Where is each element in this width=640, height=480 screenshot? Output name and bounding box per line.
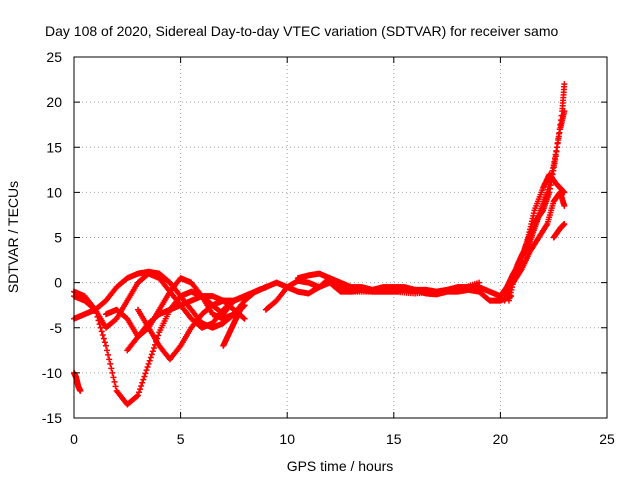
chart-title: Day 108 of 2020, Sidereal Day-to-day VTE… [45,23,558,39]
data-point [147,354,154,361]
data-point [108,365,115,372]
series-trace-o [510,189,568,286]
data-point [148,351,155,358]
x-tick-label: 5 [177,431,185,447]
data-point [561,108,568,115]
x-tick-label: 10 [279,431,295,447]
data-point [133,393,140,400]
data-points [71,81,568,408]
data-point [146,357,153,364]
data-point [145,360,152,367]
x-tick-label: 20 [493,431,509,447]
data-point [150,345,157,352]
series-trace-h [220,302,248,349]
series-trace-g [71,369,84,394]
data-point [112,383,119,390]
data-point [561,202,568,209]
data-point [134,392,141,399]
y-tick-label: 0 [54,275,62,291]
data-point [106,356,113,363]
data-point [149,348,156,355]
series-trace-p [550,220,568,241]
y-tick-label: 25 [46,49,62,65]
data-point [137,386,144,393]
y-tick-label: 15 [46,139,62,155]
data-point [105,351,112,358]
axis-ticks [73,56,608,419]
y-tick-label: 5 [54,230,62,246]
data-point [561,220,568,227]
x-tick-label: 25 [599,431,615,447]
data-point [107,360,114,367]
data-point [241,302,248,309]
data-point [138,382,145,389]
data-point [111,378,118,385]
series-trace-k [294,270,483,297]
data-point [155,332,162,339]
x-tick-label: 0 [70,431,78,447]
data-point [561,81,568,88]
data-point [100,335,107,342]
y-tick-label: -10 [42,365,62,381]
data-point [241,315,248,322]
data-point [101,339,108,346]
data-point [77,387,84,394]
x-axis-label: GPS time / hours [287,458,394,474]
data-point [140,376,147,383]
data-point [98,328,105,335]
y-tick-label: 20 [46,94,62,110]
data-point [144,364,151,371]
series-trace-f [134,284,269,363]
data-point [262,284,269,291]
data-point [240,314,247,321]
y-tick-label: 10 [46,184,62,200]
x-tick-label: 15 [386,431,402,447]
y-axis-label: SDTVAR / TECUs [5,181,21,293]
tick-labels: 0 5 10 15 20 25 -15 -10 -5 0 5 10 15 20 25 [42,49,615,447]
y-tick-label: -15 [42,410,62,426]
data-point [143,367,150,374]
y-tick-label: -5 [50,320,63,336]
data-point [102,342,109,349]
data-point [476,279,483,286]
data-point [109,369,116,376]
data-point [142,370,149,377]
data-point [141,373,148,380]
data-point [97,324,104,331]
data-point [110,374,117,381]
series-trace-n [505,108,568,304]
data-point [139,379,146,386]
data-point [104,347,111,354]
data-point [136,389,143,396]
data-point [99,331,106,338]
